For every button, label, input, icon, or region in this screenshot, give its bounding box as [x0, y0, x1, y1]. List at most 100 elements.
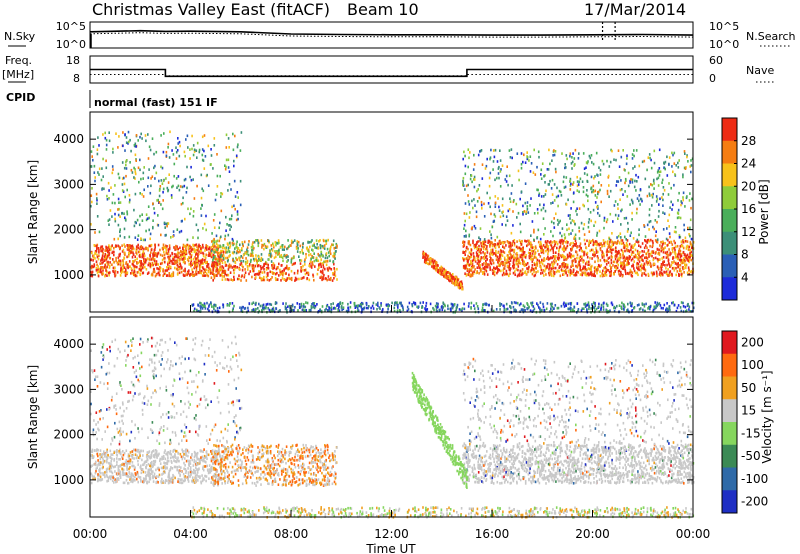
power-echo [283, 248, 285, 251]
power-echo [189, 273, 191, 277]
power-echo [468, 156, 470, 160]
power-echo [326, 260, 329, 263]
power-echo [101, 254, 104, 258]
power-echo [153, 207, 155, 210]
power-echo [127, 142, 129, 145]
power-echo [251, 267, 254, 271]
power-echo [100, 178, 103, 182]
power-echo [524, 161, 527, 164]
power-echo [544, 267, 547, 271]
power-echo [496, 160, 499, 163]
power-echo [179, 144, 181, 148]
power-echo [466, 262, 469, 265]
power-echo [611, 240, 613, 244]
power-echo [509, 243, 512, 247]
power-echo [104, 255, 107, 259]
power-echo [325, 277, 328, 281]
power-echo [668, 274, 670, 277]
power-echo [540, 177, 543, 180]
power-echo [434, 268, 437, 271]
power-echo [234, 195, 237, 198]
power-echo [661, 181, 663, 184]
power-echo [654, 239, 657, 242]
power-echo [571, 167, 573, 170]
power-echo [655, 195, 658, 198]
power-echo [462, 251, 465, 254]
power-echo [503, 256, 506, 260]
power-echo [624, 270, 627, 273]
power-echo [510, 253, 512, 257]
power-echo [499, 263, 501, 267]
power-echo [526, 262, 529, 265]
power-echo [204, 260, 206, 264]
power-echo [543, 258, 546, 261]
power-echo [144, 238, 146, 242]
cpid-label: CPID [6, 91, 35, 104]
power-echo [94, 252, 96, 255]
power-echo [246, 259, 249, 263]
power-echo [220, 267, 222, 271]
power-echo [523, 264, 526, 267]
power-echo [678, 258, 681, 262]
power-echo [172, 230, 175, 233]
power-echo [168, 173, 170, 176]
power-echo [627, 272, 629, 275]
power-echo [646, 240, 649, 244]
power-echo [167, 248, 170, 251]
power-echo [192, 210, 195, 213]
power-echo [200, 305, 203, 308]
power-echo [303, 260, 306, 263]
power-echo [160, 134, 162, 137]
power-echo [580, 269, 583, 272]
power-echo [171, 196, 173, 199]
power-echo [609, 250, 612, 253]
power-echo [133, 176, 135, 179]
power-echo [586, 272, 589, 276]
power-echo [564, 255, 566, 259]
power-echo [268, 279, 271, 282]
power-echo [296, 242, 299, 245]
power-echo [190, 261, 192, 265]
power-echo [551, 178, 554, 182]
power-echo [593, 306, 595, 309]
power-echo [184, 257, 186, 260]
power-echo [211, 232, 213, 235]
power-echo [481, 207, 483, 210]
power-echo [470, 255, 473, 258]
power-echo [625, 263, 628, 267]
power-echo [673, 151, 676, 155]
power-echo [583, 167, 586, 170]
power-echo [209, 252, 211, 256]
power-echo [468, 257, 471, 260]
power-echo [156, 255, 158, 258]
power-echo [184, 251, 186, 255]
power-echo [673, 260, 675, 263]
power-echo [479, 264, 481, 267]
power-echo [537, 188, 539, 192]
power-echo [402, 308, 404, 312]
power-echo [540, 261, 543, 264]
power-echo [182, 196, 184, 200]
power-echo [528, 256, 531, 260]
power-echo [468, 263, 471, 267]
power-echo [604, 270, 606, 274]
power-echo [625, 216, 628, 220]
power-echo [518, 178, 520, 182]
power-echo [649, 156, 651, 160]
power-echo [443, 270, 445, 274]
power-echo [199, 263, 201, 267]
power-echo [490, 248, 492, 252]
power-echo [237, 217, 239, 221]
power-echo [121, 177, 124, 180]
power-echo [90, 266, 93, 270]
power-echo [489, 230, 491, 233]
power-echo [677, 208, 680, 212]
power-echo [173, 262, 175, 265]
power-echo [533, 256, 536, 259]
power-echo [177, 137, 179, 140]
power-echo [190, 246, 193, 249]
power-echo [689, 218, 692, 222]
power-echo [126, 244, 128, 247]
power-echo [91, 274, 94, 278]
power-echo [616, 180, 618, 183]
